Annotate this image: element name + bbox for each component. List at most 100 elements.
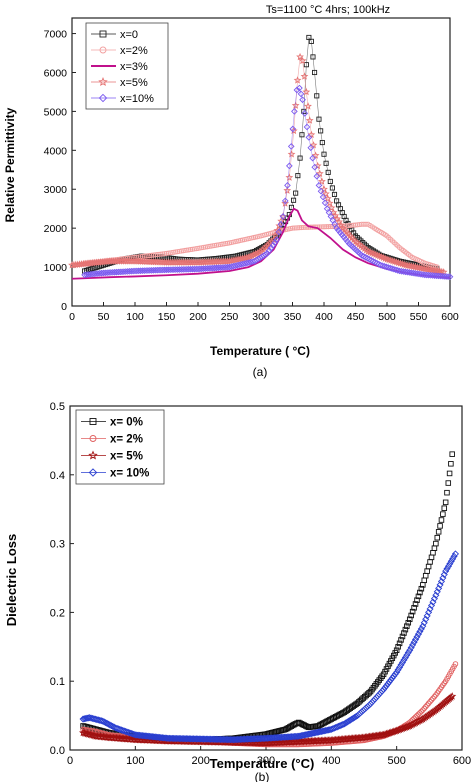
data-point [291,225,297,231]
data-point [449,555,457,563]
data-point [396,640,403,647]
data-point [314,93,320,99]
data-point [437,523,443,529]
annotation-a: Ts=1100 °C 4hrs; 100kHz [266,4,390,16]
data-point [450,552,458,560]
data-point [307,144,315,152]
data-point [419,271,427,278]
legend-label: x= 2% [110,434,143,446]
x-tick-label: 400 [322,755,340,767]
data-point [443,565,451,573]
x-tick-label: 500 [378,311,396,323]
data-point [155,733,164,741]
x-tick-label: 400 [315,311,333,323]
data-point [311,163,319,171]
data-point [360,253,368,260]
data-point [158,251,164,257]
panel-label-a: (a) [253,365,268,379]
legend-label: x=0 [120,29,138,41]
data-point [409,641,417,649]
legend-item: x= 2% [81,434,143,446]
data-point [154,733,162,741]
data-point [152,252,158,258]
data-point [275,221,284,230]
data-point [315,182,323,189]
data-point [331,191,338,197]
data-point [415,593,422,600]
data-point [149,252,155,258]
series-5 [81,84,454,281]
data-point [303,123,311,131]
data-point [424,702,430,708]
data-point [387,676,395,684]
legend-item: x=2% [91,45,148,57]
data-point [349,222,355,228]
data-point [267,244,275,252]
data-point [325,169,331,175]
data-point [153,733,161,741]
data-point [444,562,453,570]
data-point [340,710,346,716]
data-point [430,695,436,702]
data-point [401,630,407,636]
data-point [299,96,306,104]
data-point [287,150,296,158]
data-point [317,187,325,195]
data-point [286,162,293,170]
legend-label: x=2% [120,45,148,57]
legend-label: x=3% [120,61,148,73]
series-4 [79,550,460,744]
data-point [422,703,429,710]
data-point [145,732,154,740]
data-point [402,268,409,276]
data-point [297,225,303,231]
data-point [410,638,418,646]
panel-label-b: (b) [255,770,270,782]
data-point [284,182,291,189]
data-point [295,173,301,179]
data-point [446,470,453,477]
data-point [412,636,420,644]
data-point [295,225,301,231]
data-point [362,254,369,261]
data-point [366,255,373,263]
y-tick-label: 0.1 [50,676,65,688]
data-point [448,692,457,700]
data-point [414,597,420,603]
data-point [143,732,151,740]
data-point [409,269,417,277]
data-point [131,731,139,739]
data-point [140,732,148,740]
data-point [291,197,297,203]
data-point [335,217,343,226]
data-point [287,143,295,150]
data-point [134,731,142,739]
data-point [447,557,455,565]
data-point [161,734,169,742]
data-point [312,69,318,76]
data-point [271,231,280,239]
data-point [405,269,413,276]
data-point [420,707,426,713]
data-point [293,190,299,196]
data-point [137,731,145,739]
data-point [262,251,269,258]
legend-marker [89,418,97,425]
data-point [323,160,329,166]
data-point [320,185,328,193]
data-point [319,139,325,146]
data-point [296,84,303,92]
data-point [390,672,398,680]
data-point [273,236,281,244]
x-tick-label: 500 [387,755,405,767]
data-point [397,661,405,669]
data-point [385,678,393,686]
legend-item: x=5% [91,77,148,89]
data-point [302,87,311,96]
data-point [390,265,398,273]
data-point [337,220,345,229]
data-point [156,251,162,257]
data-point [444,489,450,496]
legend-label: x=10% [120,93,154,105]
